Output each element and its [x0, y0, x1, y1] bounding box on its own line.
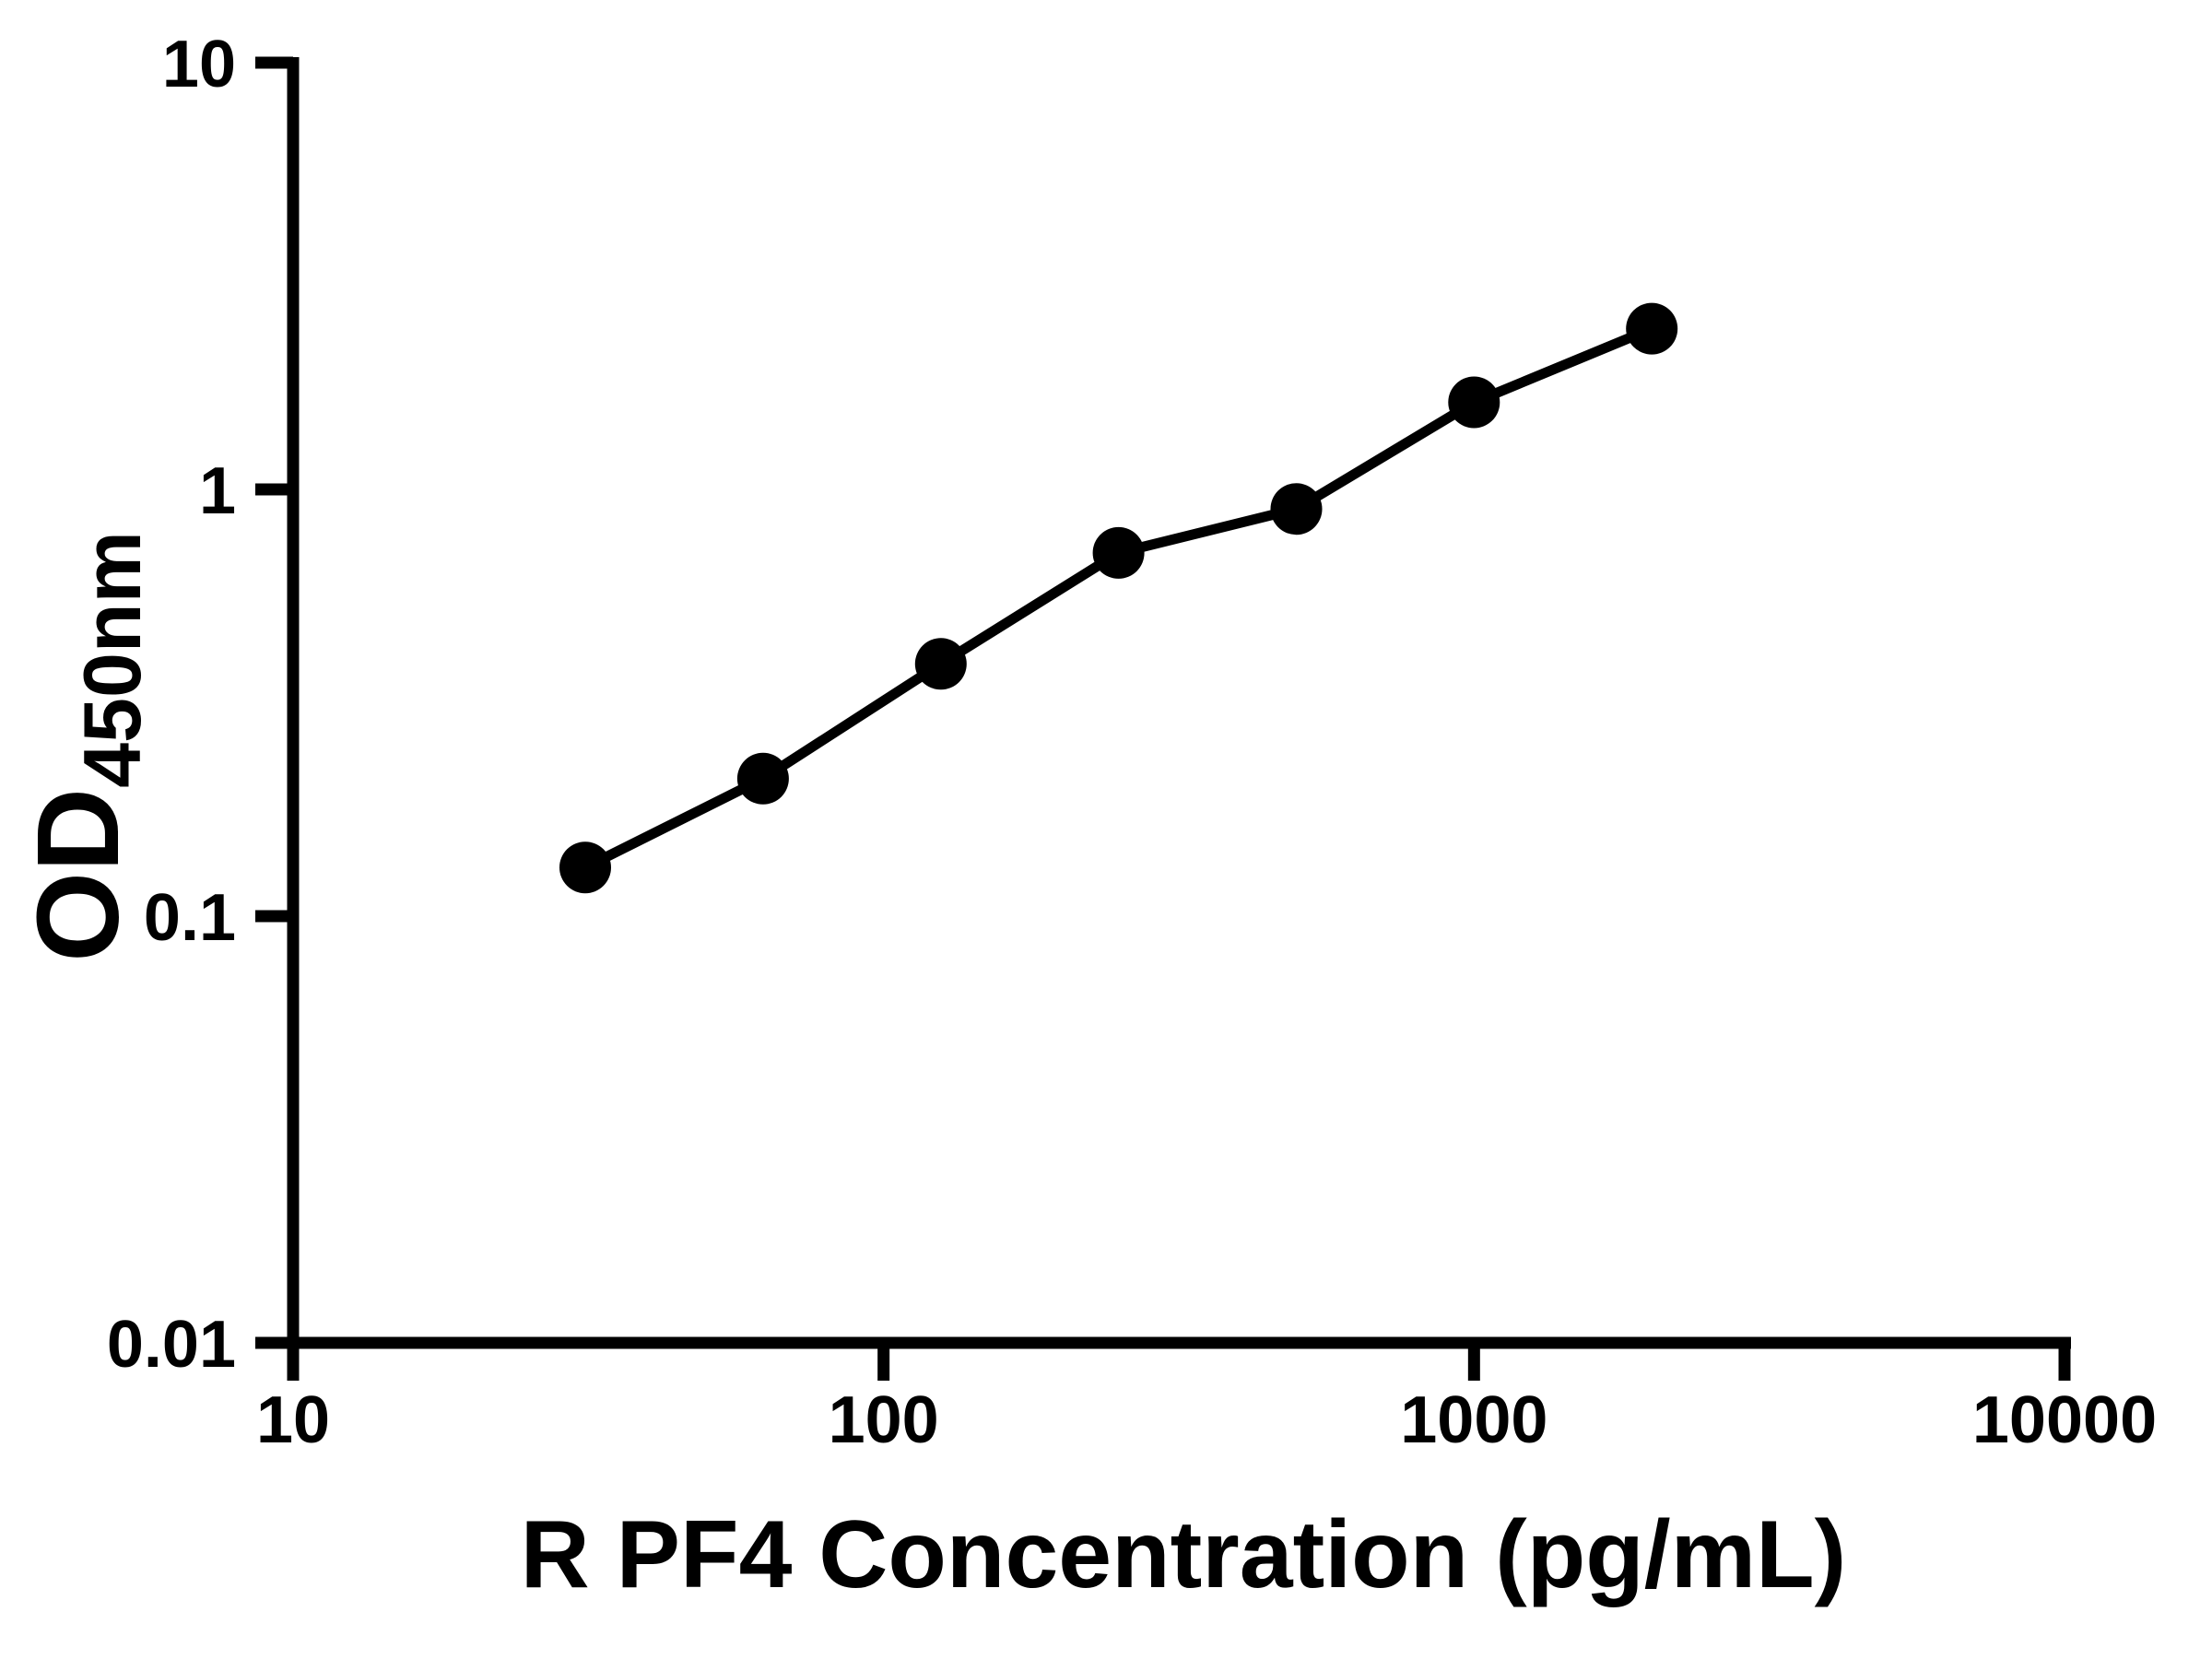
- x-axis-title: R PF4 Concentration (pg/mL): [521, 1501, 1847, 1608]
- series-layer: [559, 302, 1678, 894]
- x-tick-label-10000: 10000: [1972, 1383, 2157, 1457]
- x-tick-label-100: 100: [829, 1383, 939, 1457]
- data-point-500: [1270, 483, 1323, 535]
- x-tick-label-1000: 1000: [1400, 1383, 1547, 1457]
- x-tick-label-10: 10: [256, 1383, 330, 1457]
- y-axis-title: OD450nm: [13, 531, 158, 962]
- axes-layer: [255, 57, 2071, 1349]
- y-axis-title-main: OD: [13, 788, 143, 962]
- ticks-layer: [255, 56, 2071, 1381]
- data-point-125: [914, 638, 967, 690]
- data-point-250: [1092, 526, 1145, 579]
- data-point-31.25: [559, 841, 611, 894]
- data-point-2000: [1626, 302, 1678, 355]
- y-tick-label-0.01: 0.01: [107, 1308, 236, 1382]
- y-axis-title-subscript: 450nm: [66, 531, 158, 788]
- y-tick-label-0.1: 0.1: [144, 881, 236, 955]
- y-tick-label-1: 1: [199, 454, 236, 528]
- data-point-1000: [1448, 376, 1500, 429]
- data-point-62.5: [736, 752, 789, 805]
- tick-labels-layer: 10 1 0.1 0.01 10 100 1000 10000: [107, 28, 2157, 1457]
- y-tick-label-10: 10: [162, 28, 236, 101]
